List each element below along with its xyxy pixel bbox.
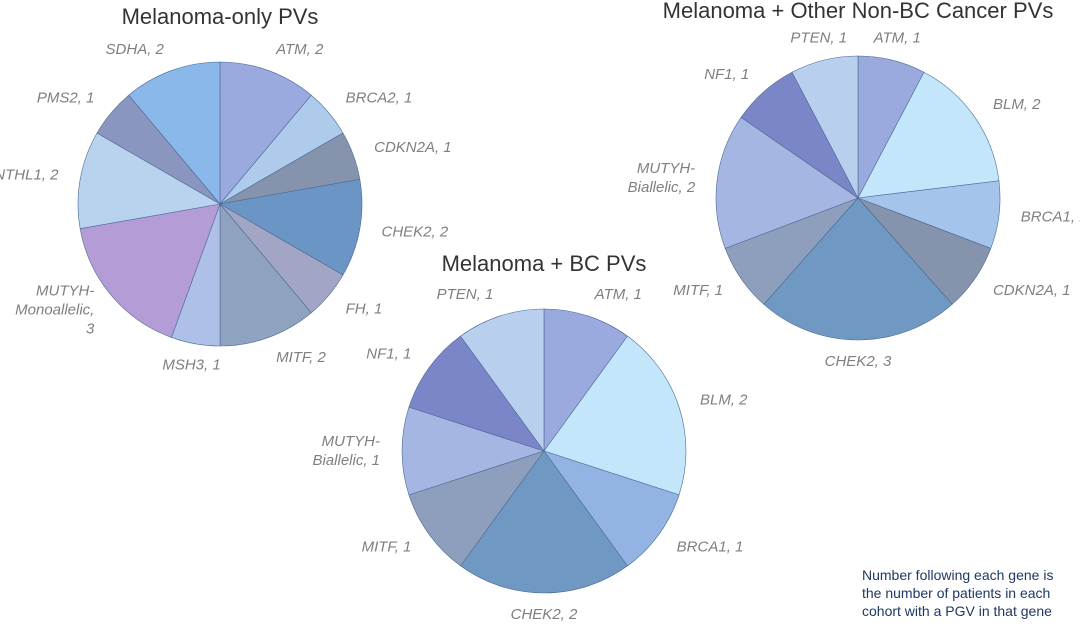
- data-label: MUTYH-Biallelic, 1: [312, 433, 380, 469]
- pie-slice: [219, 178, 363, 276]
- pie-slice: [715, 116, 859, 249]
- pie-slice: [79, 203, 221, 338]
- data-label: ATM, 1: [594, 286, 642, 303]
- pie-slice: [128, 61, 221, 205]
- data-label: CDKN2A, 1: [374, 139, 452, 156]
- pie-slice: [408, 450, 545, 567]
- data-label: CHEK2, 2: [382, 223, 449, 240]
- pie-slice: [543, 450, 680, 567]
- data-label: CHEK2, 3: [825, 353, 892, 370]
- data-label: NF1, 1: [366, 346, 411, 363]
- data-label: FH, 1: [346, 300, 383, 317]
- data-label: ATM, 1: [873, 30, 921, 47]
- pie-slice: [219, 61, 312, 205]
- pie-slice: [763, 197, 953, 341]
- data-label: PTEN, 1: [437, 286, 494, 303]
- data-label: BRCA1, 1: [1021, 209, 1080, 226]
- pie-slice: [401, 406, 545, 496]
- pie-slice: [219, 203, 312, 347]
- data-label: BRCA2, 1: [346, 90, 413, 107]
- data-label: MSH3, 1: [162, 356, 220, 373]
- data-label: BLM, 2: [993, 96, 1041, 113]
- data-label: PTEN, 1: [790, 30, 847, 47]
- data-label: BLM, 2: [700, 391, 748, 408]
- pie-slice: [460, 308, 545, 452]
- chart-title: Melanoma + Other Non-BC Cancer PVs: [663, 0, 1054, 23]
- chart-title: Melanoma-only PVs: [122, 4, 319, 29]
- data-label: MUTYH-Biallelic, 2: [628, 160, 696, 196]
- data-label: NTHL1, 2: [0, 166, 59, 183]
- chart-title: Melanoma + BC PVs: [442, 251, 647, 276]
- pie-slice: [460, 450, 628, 594]
- pie-slice: [857, 71, 1000, 199]
- data-label: NF1, 1: [704, 66, 749, 83]
- data-label: MITF, 2: [276, 349, 326, 366]
- data-label: ATM, 2: [275, 41, 324, 58]
- pie-slice: [408, 335, 545, 452]
- data-label: CHEK2, 2: [511, 606, 578, 623]
- pie-slice: [77, 132, 221, 230]
- data-label: CDKN2A, 1: [993, 282, 1071, 299]
- data-label: MITF, 1: [362, 538, 412, 555]
- data-label: SDHA, 2: [106, 41, 165, 58]
- pie-slice: [543, 308, 628, 452]
- footnote: Number following each gene is the number…: [862, 567, 1054, 619]
- pie-slice: [791, 55, 859, 199]
- pie-slice: [543, 335, 687, 496]
- data-label: BRCA1, 1: [677, 538, 744, 555]
- data-label: MITF, 1: [673, 282, 723, 299]
- data-label: MUTYH-Monoallelic, 3: [15, 282, 95, 337]
- data-label: PMS2, 1: [37, 90, 95, 107]
